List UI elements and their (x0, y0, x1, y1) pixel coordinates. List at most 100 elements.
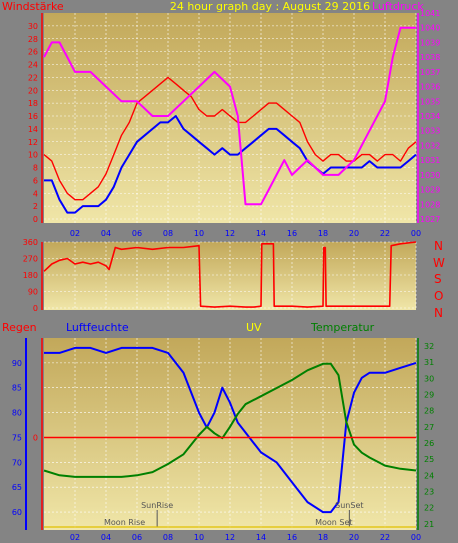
wind-xtick-18: 18 (318, 229, 328, 238)
pressure-line (43, 26, 416, 206)
wind-xtick-02: 02 (70, 229, 80, 238)
humidity-ytick-85: 85 (12, 384, 22, 393)
chart-title: 24 hour graph day : August 29 2016 (170, 0, 370, 13)
humidity-xtick-12: 12 (225, 533, 235, 542)
humidity-xtick-10: 10 (194, 533, 204, 542)
temperature-ytick-29: 29 (424, 391, 434, 400)
uv-axis-title: UV (246, 321, 262, 334)
humidity-axis-title: Luftfeuchte (66, 321, 129, 334)
pressure-ytick-1032: 1032 (420, 141, 440, 150)
humidity-xtick-22: 22 (380, 533, 390, 542)
humidity-ytick-65: 65 (12, 483, 22, 492)
chart-series (43, 26, 417, 528)
wind-ytick-10: 10 (28, 151, 38, 160)
wind-ytick-18: 18 (28, 99, 38, 108)
humidity-xtick-14: 14 (256, 533, 266, 542)
temperature-ytick-30: 30 (424, 374, 434, 383)
direction-ytick-360: 360 (23, 238, 38, 247)
pressure-ytick-1027: 1027 (420, 215, 440, 224)
temperature-ytick-26: 26 (424, 439, 434, 448)
direction-ytick-90: 90 (28, 288, 38, 297)
wind-ytick-26: 26 (28, 48, 38, 57)
moon-set-label: Moon Set (315, 518, 352, 527)
temperature-ytick-23: 23 (424, 487, 434, 496)
temperature-ytick-32: 32 (424, 342, 434, 351)
pressure-ytick-1037: 1037 (420, 68, 440, 77)
pressure-ytick-1033: 1033 (420, 127, 440, 136)
humidity-xtick-04: 04 (101, 533, 111, 542)
humidity-ytick-90: 90 (12, 359, 22, 368)
humidity-ytick-80: 80 (12, 409, 22, 418)
wind-ytick-28: 28 (28, 35, 38, 44)
pressure-ytick-1028: 1028 (420, 200, 440, 209)
temperature-ytick-27: 27 (424, 423, 434, 432)
direction-ytick-180: 180 (23, 271, 38, 280)
wind-xtick-12: 12 (225, 229, 235, 238)
rain-axis-title: Regen (2, 321, 37, 334)
wind-ytick-8: 8 (33, 164, 38, 173)
humidity-ytick-75: 75 (12, 433, 22, 442)
wind-xtick-20: 20 (349, 229, 359, 238)
direction-label-n-bottom: N (434, 306, 443, 320)
axis-labels: 0246810121416182022242628301027102810291… (12, 9, 441, 542)
temperature-line (43, 362, 417, 478)
humidity-line (44, 346, 417, 514)
direction-label-s: S (434, 272, 442, 286)
temperature-ytick-31: 31 (424, 358, 434, 367)
direction-label-n-top: N (434, 239, 443, 253)
wind-ytick-6: 6 (33, 176, 38, 185)
humidity-xtick-08: 08 (163, 533, 173, 542)
wind-ytick-22: 22 (28, 73, 38, 82)
wind-xtick-04: 04 (101, 229, 111, 238)
direction-label-w: W (433, 256, 445, 270)
wind-ytick-16: 16 (28, 112, 38, 121)
humidity-ytick-60: 60 (12, 508, 22, 517)
pressure-ytick-1030: 1030 (420, 171, 440, 180)
sun-set-label: SunSet (335, 501, 363, 510)
humidity-xtick-18: 18 (318, 533, 328, 542)
pressure-ytick-1036: 1036 (420, 83, 440, 92)
wind-axis-title: Windstärke (2, 0, 64, 13)
pressure-ytick-1039: 1039 (420, 38, 440, 47)
wind-xtick-22: 22 (380, 229, 390, 238)
wind-ytick-30: 30 (28, 22, 38, 31)
pressure-ytick-1029: 1029 (420, 186, 440, 195)
wind-xtick-00: 00 (411, 229, 421, 238)
humidity-xtick-20: 20 (349, 533, 359, 542)
humidity-ytick-70: 70 (12, 458, 22, 467)
wind-xtick-16: 16 (287, 229, 297, 238)
wind-average-line (44, 115, 417, 214)
wind-ytick-12: 12 (28, 138, 38, 147)
direction-ytick-270: 270 (23, 255, 38, 264)
wind-xtick-10: 10 (194, 229, 204, 238)
pressure-ytick-1031: 1031 (420, 156, 440, 165)
sun-rise-label: SunRise (141, 501, 173, 510)
humidity-xtick-16: 16 (287, 533, 297, 542)
pressure-ytick-1041: 1041 (420, 9, 440, 18)
wind-ytick-0: 0 (33, 215, 38, 224)
temperature-ytick-25: 25 (424, 455, 434, 464)
pressure-ytick-1034: 1034 (420, 112, 440, 121)
pressure-ytick-1035: 1035 (420, 97, 440, 106)
wind-ytick-14: 14 (28, 125, 38, 134)
direction-ytick-0: 0 (33, 304, 38, 313)
wind-ytick-4: 4 (33, 189, 38, 198)
temperature-ytick-21: 21 (424, 520, 434, 529)
humidity-xtick-06: 06 (132, 533, 142, 542)
temperature-ytick-24: 24 (424, 471, 434, 480)
humidity-xtick-02: 02 (70, 533, 80, 542)
temperature-ytick-28: 28 (424, 407, 434, 416)
temperature-axis-title: Temperatur (310, 321, 375, 334)
pressure-ytick-1038: 1038 (420, 53, 440, 62)
humidity-xtick-00: 00 (411, 533, 421, 542)
wind-xtick-08: 08 (163, 229, 173, 238)
wind-xtick-06: 06 (132, 229, 142, 238)
wind-xtick-14: 14 (256, 229, 266, 238)
pressure-ytick-1040: 1040 (420, 24, 440, 33)
pressure-axis-title: Luftdruck (372, 0, 424, 13)
moon-rise-label: Moon Rise (104, 518, 145, 527)
direction-label-o: O (434, 289, 443, 303)
wind-ytick-20: 20 (28, 86, 38, 95)
